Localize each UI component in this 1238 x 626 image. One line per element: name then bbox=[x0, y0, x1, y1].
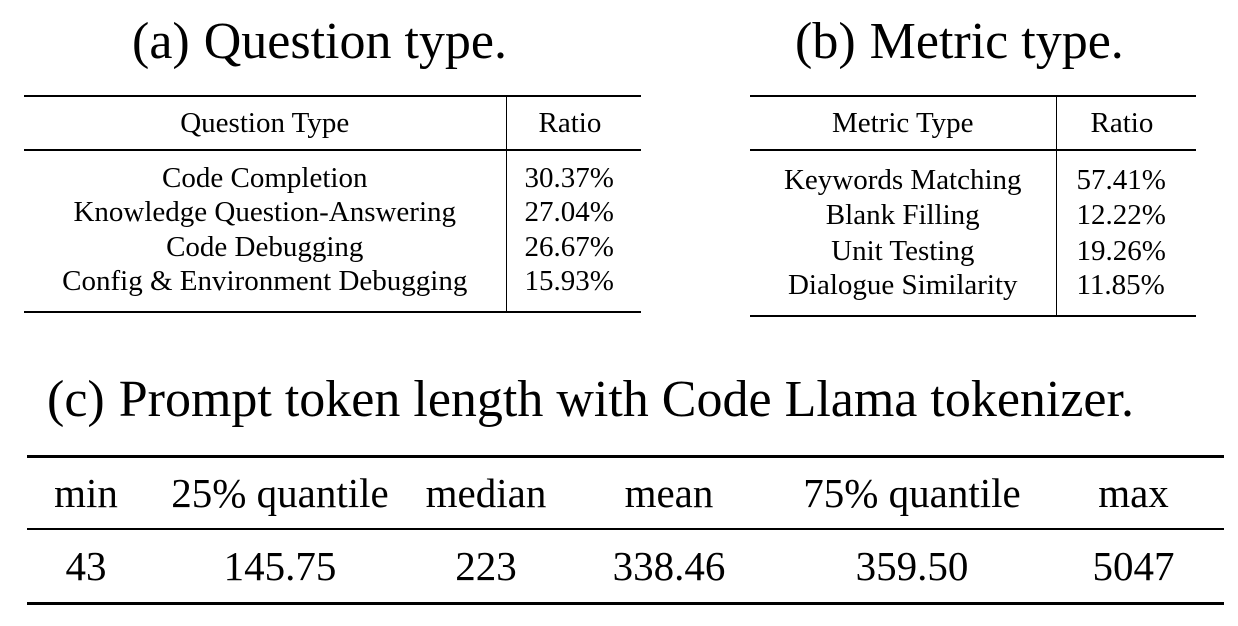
stat-value: 359.50 bbox=[781, 529, 1043, 605]
table-header-row: Metric Type Ratio bbox=[750, 95, 1196, 151]
ratio-header: Ratio bbox=[506, 95, 641, 151]
type-cell: Keywords Matching bbox=[750, 150, 1057, 197]
token-length-table: min 25% quantile median mean 75% quantil… bbox=[27, 455, 1224, 605]
metric-type-table: Metric Type Ratio Keywords Matching 57.4… bbox=[750, 95, 1196, 317]
caption-text: Metric type. bbox=[869, 13, 1124, 70]
table-row: Code Debugging 26.67% bbox=[24, 230, 641, 265]
type-cell: Unit Testing bbox=[750, 233, 1057, 269]
caption-tag: (b) bbox=[795, 13, 856, 70]
ratio-cell: 19.26% bbox=[1076, 234, 1166, 267]
type-cell: Code Debugging bbox=[24, 230, 507, 265]
caption-text: Prompt token length with Code Llama toke… bbox=[118, 371, 1134, 428]
caption-tag: (a) bbox=[132, 13, 190, 70]
stat-header: max bbox=[1043, 455, 1224, 530]
stat-header: 25% quantile bbox=[145, 455, 415, 530]
table-header-row: Question Type Ratio bbox=[24, 95, 641, 151]
metric-type-header: Metric Type bbox=[750, 95, 1057, 151]
caption-text: Question type. bbox=[203, 13, 508, 70]
type-cell: Code Completion bbox=[24, 150, 507, 195]
ratio-cell: 26.67% bbox=[524, 231, 614, 263]
table-row: Dialogue Similarity 11.85% bbox=[750, 269, 1196, 317]
ratio-cell: 15.93% bbox=[506, 265, 641, 313]
stat-value: 5047 bbox=[1043, 529, 1224, 605]
stat-header: median bbox=[415, 455, 557, 530]
stat-value: 43 bbox=[27, 529, 145, 605]
stat-value: 223 bbox=[415, 529, 557, 605]
token-length-caption: (c) Prompt token length with Code Llama t… bbox=[47, 374, 1134, 426]
table-row: Code Completion 30.37% bbox=[24, 150, 641, 195]
stat-header: 75% quantile bbox=[781, 455, 1043, 530]
stat-value: 145.75 bbox=[145, 529, 415, 605]
caption-tag: (c) bbox=[47, 371, 105, 428]
table-row: 43 145.75 223 338.46 359.50 5047 bbox=[27, 529, 1224, 605]
table-header-row: min 25% quantile median mean 75% quantil… bbox=[27, 455, 1224, 530]
type-cell: Config & Environment Debugging bbox=[24, 265, 507, 313]
table-row: Config & Environment Debugging 15.93% bbox=[24, 265, 641, 313]
stat-header: mean bbox=[557, 455, 781, 530]
stat-value: 338.46 bbox=[557, 529, 781, 605]
ratio-cell: 11.85% bbox=[1056, 269, 1196, 317]
stat-header: min bbox=[27, 455, 145, 530]
metric-type-caption: (b) Metric type. bbox=[795, 16, 1124, 68]
question-type-caption: (a) Question type. bbox=[132, 16, 507, 68]
ratio-cell: 27.04% bbox=[524, 196, 614, 228]
type-cell: Blank Filling bbox=[750, 197, 1057, 233]
ratio-cell: 12.22% bbox=[1076, 198, 1166, 231]
type-cell: Dialogue Similarity bbox=[750, 269, 1057, 317]
table-row: Knowledge Question-Answering 27.04% bbox=[24, 195, 641, 230]
ratio-cell: 30.37% bbox=[524, 162, 614, 194]
table-row: Blank Filling 12.22% bbox=[750, 197, 1196, 233]
table-row: Keywords Matching 57.41% bbox=[750, 150, 1196, 197]
table-row: Unit Testing 19.26% bbox=[750, 233, 1196, 269]
ratio-header: Ratio bbox=[1056, 95, 1196, 151]
ratio-cell: 57.41% bbox=[1076, 164, 1166, 196]
question-type-header: Question Type bbox=[24, 95, 507, 151]
type-cell: Knowledge Question-Answering bbox=[24, 195, 507, 230]
question-type-table: Question Type Ratio Code Completion 30.3… bbox=[24, 95, 641, 313]
